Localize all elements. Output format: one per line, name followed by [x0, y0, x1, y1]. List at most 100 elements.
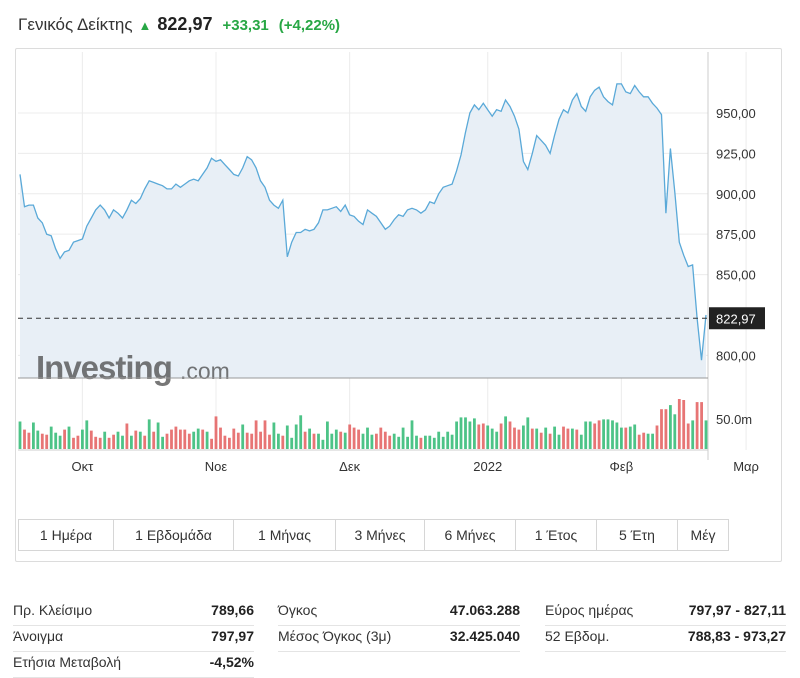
volume-bar	[236, 432, 240, 449]
volume-bar	[179, 429, 182, 449]
volume-bar	[660, 409, 663, 449]
volume-bar	[214, 416, 218, 449]
range-button[interactable]: 3 Μήνες	[336, 520, 425, 550]
range-button[interactable]: 1 Έτος	[516, 520, 597, 550]
price-chart[interactable]: 950,00 925,00 900,00 875,00 850,00 800,00 822…	[0, 0, 800, 520]
svg-text:.com: .com	[180, 358, 230, 384]
volume-bar	[36, 430, 40, 449]
x-tick-label: Οκτ	[71, 459, 94, 474]
volume-bar	[415, 435, 418, 449]
volume-bar	[624, 427, 628, 449]
volume-bar	[664, 409, 668, 449]
volume-bar	[357, 429, 360, 449]
volume-bar	[450, 434, 454, 449]
volume-bar	[156, 422, 160, 449]
volume-bar	[419, 437, 423, 449]
volume-bars	[18, 399, 708, 449]
volume-bar	[432, 437, 436, 449]
volume-bar	[473, 418, 476, 449]
y-tick-label: 800,00	[716, 348, 756, 363]
volume-bar	[107, 437, 111, 449]
volume-bar	[459, 417, 463, 449]
volume-bar	[303, 431, 307, 449]
volume-bar	[317, 433, 320, 449]
stat-value: -4,52%	[209, 654, 254, 670]
volume-bar	[651, 433, 654, 449]
volume-bar	[272, 422, 276, 449]
volume-bar	[615, 422, 619, 449]
range-button[interactable]: Μέγ	[678, 520, 728, 550]
volume-bar	[116, 431, 120, 449]
volume-bar	[348, 424, 352, 449]
volume-bar	[646, 433, 650, 449]
volume-bar	[579, 434, 583, 449]
volume-bar	[165, 433, 169, 449]
volume-bar	[277, 433, 280, 449]
y-tick-label: 875,00	[716, 227, 756, 242]
volume-bar	[183, 429, 187, 449]
volume-bar	[704, 420, 708, 449]
stat-value: 797,97 - 827,11	[688, 602, 786, 618]
volume-bar	[553, 426, 556, 449]
volume-bar	[441, 436, 445, 449]
volume-bar	[446, 431, 450, 449]
price-change: +33,31	[222, 17, 269, 34]
stat-row: Μέσος Όγκος (3μ) 32.425.040	[278, 626, 520, 652]
volume-bar	[691, 420, 695, 449]
volume-bar	[677, 399, 681, 449]
price-area	[20, 83, 706, 379]
volume-bar	[263, 420, 267, 449]
volume-bar	[259, 431, 262, 449]
volume-bar	[103, 431, 107, 449]
volume-bar	[548, 433, 552, 449]
volume-bar	[530, 428, 534, 449]
volume-bar	[49, 426, 53, 449]
volume-bar	[575, 429, 579, 449]
stat-label: Άνοιγμα	[13, 628, 64, 644]
range-button[interactable]: 1 Ημέρα	[19, 520, 114, 550]
volume-bar	[455, 421, 458, 449]
range-button[interactable]: 5 Έτη	[597, 520, 678, 550]
range-button[interactable]: 1 Εβδομάδα	[114, 520, 234, 550]
y-tick-label: 850,00	[716, 268, 756, 283]
volume-bar	[27, 432, 31, 449]
volume-bar	[196, 428, 200, 449]
volume-bar	[45, 434, 49, 449]
stat-value: 32.425.040	[449, 628, 520, 644]
volume-bar	[312, 433, 316, 449]
volume-bar	[76, 435, 80, 449]
volume-bar	[321, 439, 325, 449]
volume-bar	[383, 431, 387, 449]
volume-bar	[32, 422, 35, 449]
volume-bar	[330, 433, 334, 449]
volume-bar	[228, 437, 231, 449]
volume-bar	[655, 425, 659, 449]
volume-bar	[89, 430, 93, 449]
volume-bar	[544, 427, 548, 449]
volume-bar	[410, 420, 414, 449]
volume-bar	[522, 425, 525, 449]
range-button[interactable]: 6 Μήνες	[425, 520, 516, 550]
volume-bar	[499, 423, 503, 449]
stat-row: Εύρος ημέρας 797,97 - 827,11	[545, 600, 786, 626]
x-tick-label: Φεβ	[610, 459, 634, 474]
volume-bar	[477, 424, 481, 449]
x-tick-label: Νοε	[205, 459, 228, 474]
volume-bar	[486, 425, 490, 449]
volume-bar	[370, 434, 374, 449]
volume-bar	[94, 436, 98, 449]
range-button[interactable]: 1 Μήνας	[234, 520, 336, 550]
stat-label: Μέσος Όγκος (3μ)	[278, 628, 392, 644]
stat-label: Ετήσια Μεταβολή	[13, 654, 122, 670]
volume-bar	[620, 427, 623, 449]
volume-bar	[352, 427, 356, 449]
volume-bar	[343, 432, 347, 449]
volume-bar	[584, 421, 588, 449]
volume-bar	[361, 433, 365, 449]
volume-bar	[628, 426, 632, 449]
volume-bar	[130, 435, 133, 449]
volume-bar	[134, 430, 138, 449]
volume-bar	[112, 434, 115, 449]
current-price-marker: 822,97	[709, 307, 765, 330]
x-tick-label: Μαρ	[733, 459, 759, 474]
